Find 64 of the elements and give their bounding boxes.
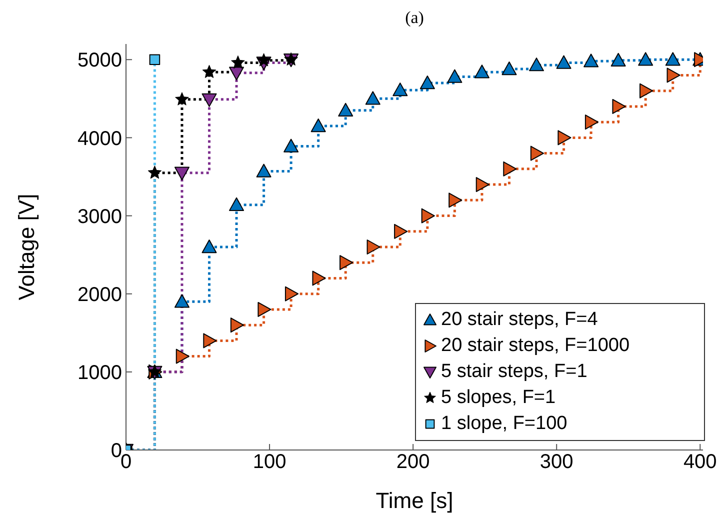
point xyxy=(312,270,326,286)
point xyxy=(666,68,680,83)
point xyxy=(258,302,272,317)
point xyxy=(556,55,572,69)
point xyxy=(665,52,680,66)
point xyxy=(174,166,190,180)
point xyxy=(474,64,490,78)
point xyxy=(610,52,626,66)
point xyxy=(176,348,190,364)
legend-label: 5 stair steps, F=1 xyxy=(441,360,588,384)
point xyxy=(148,166,162,179)
point xyxy=(175,92,189,106)
y-tick-label: 2000 xyxy=(78,284,122,306)
point xyxy=(447,69,462,83)
point xyxy=(366,240,380,254)
x-tick-label: 200 xyxy=(396,451,430,474)
point xyxy=(448,192,462,208)
point xyxy=(284,286,299,302)
point xyxy=(421,208,435,224)
point xyxy=(229,197,244,211)
point xyxy=(584,54,599,68)
point xyxy=(476,177,490,192)
point xyxy=(202,240,217,254)
point xyxy=(256,164,272,178)
point xyxy=(420,76,435,90)
point xyxy=(231,55,245,69)
point xyxy=(530,146,544,161)
y-tick-label: 5000 xyxy=(78,50,122,72)
point xyxy=(394,224,408,239)
legend-label: 5 slopes, F=1 xyxy=(441,386,556,410)
point xyxy=(174,294,190,308)
y-tick-label: 3000 xyxy=(78,206,122,228)
point xyxy=(256,53,271,66)
point xyxy=(392,82,408,96)
legend-label: 20 stair steps, F=4 xyxy=(441,308,598,332)
point xyxy=(229,66,244,80)
legend-label: 20 stair steps, F=1000 xyxy=(441,334,630,358)
point xyxy=(284,138,299,152)
point xyxy=(365,91,380,105)
point xyxy=(340,255,354,270)
point xyxy=(203,333,217,348)
point xyxy=(230,318,244,333)
point xyxy=(612,98,626,114)
x-tick-label: 400 xyxy=(683,451,717,474)
point xyxy=(529,58,544,72)
y-tick-label: 4000 xyxy=(78,128,122,150)
point xyxy=(202,93,217,107)
y-tick-label: 1000 xyxy=(78,362,122,384)
point xyxy=(202,64,216,78)
point xyxy=(149,54,160,66)
x-axis-title: Time [s] xyxy=(376,488,454,513)
y-axis-title: Voltage [V] xyxy=(14,194,39,300)
point xyxy=(338,102,354,116)
point xyxy=(638,52,654,66)
point xyxy=(503,161,517,176)
x-tick-label: 100 xyxy=(252,451,286,474)
point xyxy=(502,61,517,76)
legend-label: 1 slope, F=100 xyxy=(441,412,568,436)
chart-title: (a) xyxy=(404,8,425,28)
point xyxy=(558,130,572,146)
x-tick-label: 300 xyxy=(540,451,574,474)
point xyxy=(639,83,654,98)
point xyxy=(584,114,599,130)
point xyxy=(310,118,326,132)
